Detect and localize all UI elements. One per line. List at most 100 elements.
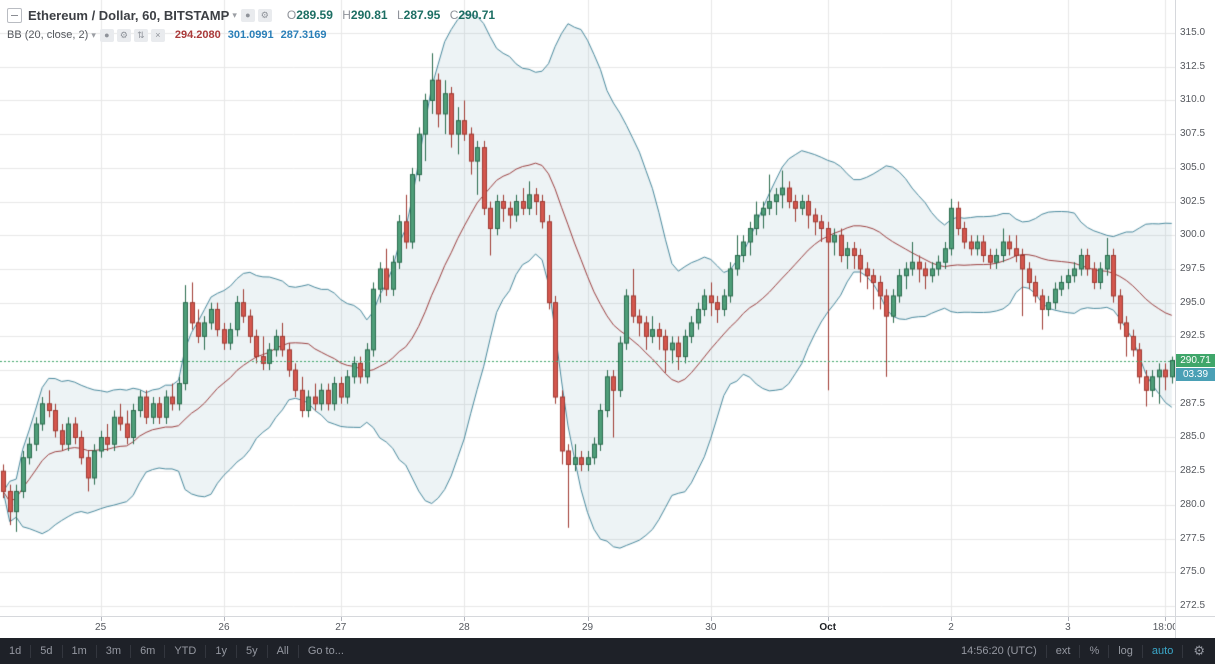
time-tick-mark bbox=[711, 617, 712, 621]
price-tick-label: 272.5 bbox=[1180, 600, 1206, 612]
close-value: 290.71 bbox=[458, 8, 496, 22]
percent-scale-toggle[interactable]: % bbox=[1089, 645, 1100, 657]
time-tick-label: 18:00 bbox=[1152, 622, 1178, 633]
bb-upper-value: 301.0991 bbox=[227, 29, 274, 41]
chart-area[interactable]: Ethereum / Dollar, 60, BITSTAMP ▾ ● ⚙ O2… bbox=[0, 0, 1175, 616]
symbol-title[interactable]: Ethereum / Dollar, 60, BITSTAMP bbox=[28, 7, 230, 23]
chevron-down-icon[interactable]: ▾ bbox=[232, 9, 237, 20]
symbol-legend-row[interactable]: Ethereum / Dollar, 60, BITSTAMP ▾ ● ⚙ O2… bbox=[7, 5, 495, 25]
divider bbox=[297, 644, 299, 658]
goto-date-button[interactable]: Go to... bbox=[307, 645, 344, 657]
auto-scale-toggle[interactable]: auto bbox=[1151, 645, 1174, 657]
high-value: 290.81 bbox=[350, 8, 388, 22]
divider bbox=[235, 644, 237, 658]
price-tick-label: 277.5 bbox=[1180, 532, 1206, 544]
time-tick-label: 3 bbox=[1065, 622, 1071, 633]
open-value: 289.59 bbox=[296, 8, 333, 22]
time-tick-mark bbox=[588, 617, 589, 621]
price-chart-canvas[interactable] bbox=[0, 0, 1175, 616]
price-tick-label: 310.0 bbox=[1180, 94, 1206, 106]
time-tick-label: 30 bbox=[705, 622, 717, 633]
range-button-group: 1d 5d 1m 3m 6m YTD 1y 5y All Go to... bbox=[0, 638, 353, 664]
move-indicator-icon[interactable]: ⇅ bbox=[133, 28, 148, 42]
time-tick-label: 2 bbox=[948, 622, 954, 633]
indicator-legend-row[interactable]: BB (20, close, 2) ▾ ● ⚙ ⇅ × 294.2080 301… bbox=[7, 25, 495, 45]
price-tick-label: 285.0 bbox=[1180, 431, 1206, 443]
divider bbox=[266, 644, 268, 658]
time-tick-mark bbox=[828, 617, 829, 621]
price-tick-label: 292.5 bbox=[1180, 330, 1206, 342]
log-scale-toggle[interactable]: log bbox=[1118, 645, 1133, 657]
price-tick-label: 282.5 bbox=[1180, 465, 1206, 477]
close-label: C bbox=[449, 8, 459, 22]
eye-icon[interactable]: ● bbox=[240, 8, 255, 22]
divider bbox=[164, 644, 166, 658]
divider bbox=[1045, 644, 1047, 658]
time-tick-label: 25 bbox=[95, 622, 107, 633]
open-label: O bbox=[286, 8, 297, 22]
ohlc-readout: O289.59 H290.81 L287.95 C290.71 bbox=[281, 8, 495, 22]
time-tick-mark bbox=[1165, 617, 1166, 621]
range-button-1y[interactable]: 1y bbox=[215, 645, 227, 657]
range-button-1d[interactable]: 1d bbox=[9, 645, 22, 657]
range-button-5y[interactable]: 5y bbox=[245, 645, 258, 657]
chart-properties-gear-icon[interactable]: ⚙ bbox=[1193, 643, 1205, 658]
divider bbox=[1108, 644, 1110, 658]
range-button-1m[interactable]: 1m bbox=[71, 645, 87, 657]
divider bbox=[30, 644, 32, 658]
range-button-all[interactable]: All bbox=[276, 645, 289, 657]
divider bbox=[1141, 644, 1143, 658]
price-axis[interactable]: 290.71 03.39 315.0 312.5 310.0 307.5 305.0 30… bbox=[1175, 0, 1215, 616]
ext-session-toggle[interactable]: ext bbox=[1055, 645, 1071, 657]
divider bbox=[205, 644, 207, 658]
divider bbox=[130, 644, 132, 658]
low-label: L bbox=[396, 8, 404, 22]
clock-utc[interactable]: 14:56:20 (UTC) bbox=[960, 645, 1037, 657]
series-settings-icon[interactable]: ⚙ bbox=[257, 8, 272, 22]
eye-icon[interactable]: ● bbox=[99, 28, 114, 42]
time-tick-label: 27 bbox=[335, 622, 347, 633]
price-tick-label: 280.0 bbox=[1180, 498, 1206, 510]
price-tick-label: 315.0 bbox=[1180, 27, 1206, 39]
time-tick-mark bbox=[464, 617, 465, 621]
bb-basis-value: 294.2080 bbox=[174, 29, 221, 41]
range-button-6m[interactable]: 6m bbox=[140, 645, 156, 657]
price-tick-label: 287.5 bbox=[1180, 397, 1206, 409]
axis-corner bbox=[1175, 616, 1215, 638]
time-tick-mark bbox=[101, 617, 102, 621]
time-tick-mark bbox=[224, 617, 225, 621]
chart-legend: Ethereum / Dollar, 60, BITSTAMP ▾ ● ⚙ O2… bbox=[7, 5, 495, 45]
indicator-title[interactable]: BB (20, close, 2) bbox=[7, 29, 89, 41]
divider bbox=[1079, 644, 1081, 658]
time-tick-mark bbox=[341, 617, 342, 621]
last-price-badge: 290.71 bbox=[1176, 353, 1215, 367]
collapse-legend-icon[interactable] bbox=[7, 7, 22, 23]
high-label: H bbox=[342, 8, 351, 22]
time-axis[interactable]: 25 26 27 28 29 30 Oct 2 3 18:00 bbox=[0, 616, 1178, 638]
time-tick-mark bbox=[951, 617, 952, 621]
price-tick-label: 295.0 bbox=[1180, 296, 1206, 308]
bottom-toolbar: 1d 5d 1m 3m 6m YTD 1y 5y All Go to... 14… bbox=[0, 638, 1215, 664]
price-tick-label: 307.5 bbox=[1180, 128, 1206, 140]
delete-indicator-icon[interactable]: × bbox=[150, 28, 165, 42]
indicator-settings-gear-icon[interactable]: ⚙ bbox=[116, 28, 131, 42]
range-button-ytd[interactable]: YTD bbox=[174, 645, 197, 657]
price-tick-label: 275.0 bbox=[1180, 566, 1206, 578]
time-tick-label: 26 bbox=[218, 622, 230, 633]
divider bbox=[1182, 644, 1184, 658]
price-tick-label: 300.0 bbox=[1180, 229, 1206, 241]
price-tick-label: 297.5 bbox=[1180, 262, 1206, 274]
time-tick-label: 29 bbox=[581, 622, 594, 633]
range-button-5d[interactable]: 5d bbox=[40, 645, 53, 657]
scale-button-group: 14:56:20 (UTC) ext % log auto ⚙ bbox=[952, 638, 1215, 664]
time-tick-mark bbox=[1068, 617, 1069, 621]
price-tick-label: 305.0 bbox=[1180, 161, 1206, 173]
price-tick-label: 302.5 bbox=[1180, 195, 1206, 207]
chevron-down-icon[interactable]: ▾ bbox=[91, 29, 96, 40]
divider bbox=[61, 644, 63, 658]
bar-countdown-badge: 03.39 bbox=[1176, 367, 1215, 381]
time-tick-label: Oct bbox=[819, 622, 837, 633]
range-button-3m[interactable]: 3m bbox=[105, 645, 122, 657]
price-tick-label: 312.5 bbox=[1180, 60, 1206, 72]
